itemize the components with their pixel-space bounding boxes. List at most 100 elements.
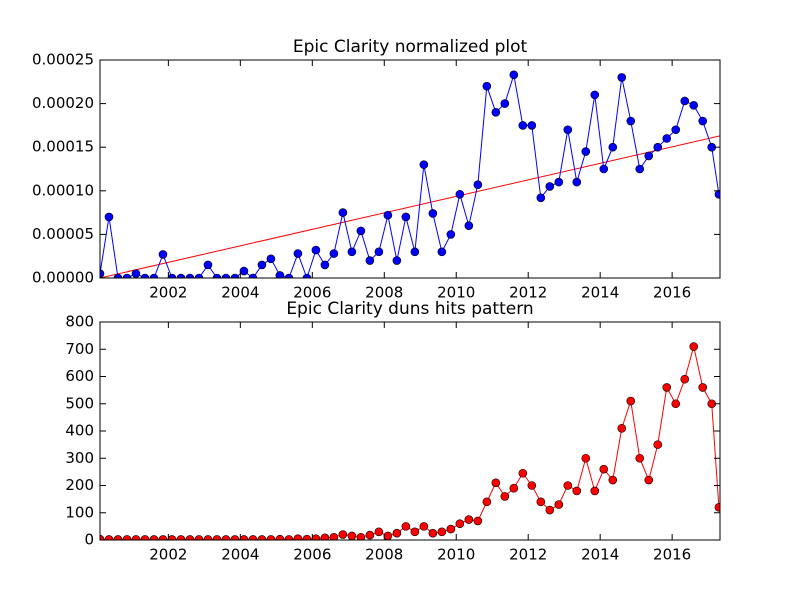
data-point xyxy=(203,535,213,540)
x-tick-label: 2006 xyxy=(293,284,331,302)
data-point xyxy=(122,273,132,278)
data-point xyxy=(419,522,429,531)
data-point xyxy=(203,260,213,270)
subplot: Epic Clarity normalized plot 0.00000 0.000… xyxy=(32,37,721,302)
data-point xyxy=(212,535,222,540)
data-point xyxy=(257,535,267,540)
data-point xyxy=(311,245,321,255)
data-point xyxy=(401,212,411,222)
data-point xyxy=(284,273,294,278)
data-point xyxy=(158,250,168,259)
x-tick-label: 2012 xyxy=(509,284,547,302)
data-point xyxy=(401,522,411,531)
data-point xyxy=(365,256,375,265)
data-point xyxy=(302,534,312,540)
data-point xyxy=(320,260,330,270)
data-point xyxy=(185,273,195,278)
x-tick-label: 2016 xyxy=(653,546,691,564)
x-tick-label: 2008 xyxy=(365,284,403,302)
x-tick-label: 2002 xyxy=(149,284,187,302)
data-point xyxy=(581,453,591,463)
x-tick-label: 2008 xyxy=(365,546,403,564)
data-point xyxy=(176,273,186,278)
data-point xyxy=(239,535,249,540)
data-point xyxy=(131,535,141,540)
data-point xyxy=(140,535,150,540)
data-point xyxy=(230,273,240,278)
data-point xyxy=(527,481,537,490)
data-point xyxy=(545,182,555,191)
data-point xyxy=(284,535,294,540)
data-point xyxy=(257,260,267,270)
data-point xyxy=(149,273,159,278)
data-point xyxy=(608,142,618,152)
y-tick-label: 100 xyxy=(65,503,94,521)
trend-line xyxy=(100,135,720,278)
data-point xyxy=(293,534,303,540)
data-point xyxy=(455,519,465,528)
x-tick-label: 2006 xyxy=(293,546,331,564)
data-point xyxy=(500,492,510,501)
data-point xyxy=(554,177,564,187)
y-tick-label: 0.00005 xyxy=(32,225,94,243)
data-point xyxy=(302,273,312,278)
data-point xyxy=(500,99,510,108)
data-point xyxy=(482,497,492,507)
x-tick-label: 2014 xyxy=(581,284,619,302)
data-point xyxy=(644,475,654,485)
data-point xyxy=(545,505,555,515)
data-point xyxy=(698,383,708,392)
data-point xyxy=(464,221,474,230)
y-tick-label: 300 xyxy=(65,449,94,467)
data-point xyxy=(221,535,231,540)
data-point xyxy=(212,273,222,278)
data-point xyxy=(698,116,708,126)
data-point xyxy=(608,475,618,485)
x-tick-label: 2002 xyxy=(149,546,187,564)
y-tick-label: 0.00000 xyxy=(32,269,94,287)
data-point xyxy=(590,486,600,496)
data-point xyxy=(617,423,627,433)
data-point xyxy=(185,535,195,540)
data-point xyxy=(491,478,501,488)
data-point xyxy=(140,273,150,278)
data-point xyxy=(104,212,114,222)
data-point xyxy=(113,535,123,540)
data-point xyxy=(320,533,330,540)
y-tick-label: 0.00010 xyxy=(32,181,94,199)
data-point xyxy=(626,116,636,126)
data-point xyxy=(518,121,528,130)
x-tick-label: 2016 xyxy=(653,284,691,302)
plot-area xyxy=(100,70,720,278)
data-point xyxy=(473,516,483,526)
data-point xyxy=(374,527,384,537)
y-tick-label: 0.00015 xyxy=(32,138,94,156)
x-tick-label: 2004 xyxy=(221,284,259,302)
data-point xyxy=(248,535,258,540)
data-point xyxy=(338,530,348,539)
plot-area xyxy=(100,342,720,540)
data-point xyxy=(509,483,519,493)
data-point xyxy=(482,81,492,91)
data-point xyxy=(410,247,420,257)
data-point xyxy=(617,73,627,82)
data-point xyxy=(635,164,645,174)
data-point xyxy=(689,101,699,110)
x-tick-label: 2004 xyxy=(221,546,259,564)
y-tick-label: 400 xyxy=(65,422,94,440)
data-point xyxy=(446,524,456,534)
data-point xyxy=(527,121,537,130)
data-point xyxy=(383,531,393,540)
data-point xyxy=(464,515,474,524)
data-point xyxy=(662,134,672,143)
data-point xyxy=(437,527,447,537)
x-tick-label: 2010 xyxy=(437,284,475,302)
data-point xyxy=(239,266,249,276)
data-point xyxy=(365,530,375,540)
data-point xyxy=(194,273,204,278)
data-point xyxy=(518,468,528,478)
data-point xyxy=(104,535,114,540)
data-point xyxy=(167,273,177,278)
chart-title: Epic Clarity duns hits pattern xyxy=(286,299,533,319)
